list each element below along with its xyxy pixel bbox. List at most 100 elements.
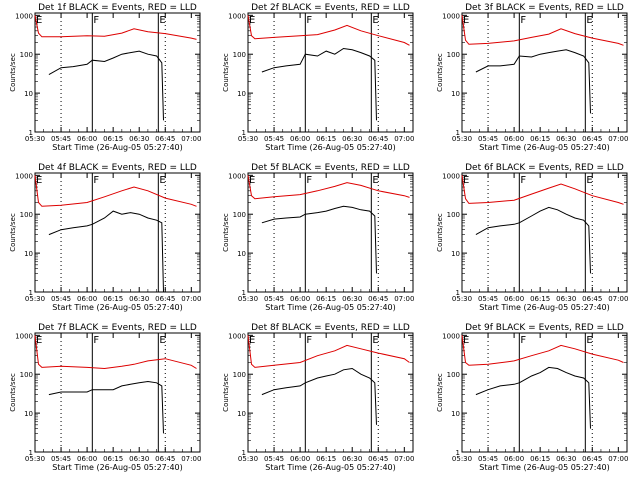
y-tick-label: 1000	[442, 172, 460, 180]
y-tick-label: 1	[456, 449, 460, 457]
y-tick-label: 10	[237, 90, 246, 98]
x-tick-label: 06:30	[556, 295, 576, 303]
marker-label: E	[159, 175, 165, 186]
x-tick-label: 05:30	[238, 295, 258, 303]
x-tick-label: 06:45	[368, 455, 388, 463]
marker-label: F	[93, 335, 99, 346]
lld-series-line	[247, 15, 410, 46]
marker-label: E	[463, 175, 469, 186]
y-tick-label: 1	[456, 289, 460, 297]
x-axis-label: Start Time (26-Aug-05 05:27:40)	[479, 463, 610, 472]
x-axis-label: Start Time (26-Aug-05 05:27:40)	[479, 303, 610, 312]
marker-label: F	[93, 15, 99, 26]
events-series-line	[48, 210, 164, 293]
y-axis-label: Counts/sec	[436, 373, 444, 412]
y-axis-label: Counts/sec	[9, 373, 17, 412]
y-axis-label: Counts/sec	[222, 373, 230, 412]
plot-frame	[34, 12, 201, 133]
plot-frame	[461, 172, 628, 293]
events-series-line	[475, 366, 591, 429]
x-tick-label: 06:45	[368, 135, 388, 143]
x-tick-label: 07:00	[608, 455, 628, 463]
marker-label: E	[463, 15, 469, 26]
x-tick-label: 06:30	[129, 135, 149, 143]
x-tick-label: 05:30	[452, 135, 472, 143]
events-series-line	[261, 205, 377, 274]
y-tick-label: 100	[233, 211, 246, 219]
y-tick-label: 1	[242, 129, 246, 137]
marker-label: E	[36, 15, 42, 26]
y-tick-label: 100	[447, 51, 460, 59]
x-tick-label: 07:00	[394, 295, 414, 303]
y-tick-label: 100	[447, 371, 460, 379]
x-tick-label: 07:00	[181, 295, 201, 303]
x-tick-label: 06:00	[77, 455, 97, 463]
lld-series-line	[247, 335, 410, 368]
y-tick-label: 100	[20, 371, 33, 379]
chart-title: Det 1f BLACK = Events, RED = LLD	[38, 3, 197, 13]
x-tick-label: 06:30	[342, 455, 362, 463]
x-tick-label: 06:15	[530, 295, 550, 303]
marker-label: F	[93, 175, 99, 186]
x-tick-label: 06:45	[368, 295, 388, 303]
y-tick-label: 100	[447, 211, 460, 219]
marker-label: F	[306, 175, 312, 186]
y-tick-label: 10	[237, 250, 246, 258]
x-axis-label: Start Time (26-Aug-05 05:27:40)	[52, 143, 183, 152]
y-tick-label: 100	[20, 51, 33, 59]
lld-series-line	[34, 335, 197, 370]
plot-frame	[247, 172, 414, 293]
x-tick-label: 06:30	[129, 455, 149, 463]
marker-label: E	[159, 335, 165, 346]
x-tick-label: 05:45	[478, 135, 498, 143]
events-series-line	[261, 367, 377, 425]
x-tick-label: 05:30	[452, 455, 472, 463]
marker-label: E	[372, 15, 378, 26]
y-axis-label: Counts/sec	[436, 53, 444, 92]
marker-label: E	[586, 15, 592, 26]
events-series-line	[48, 50, 164, 121]
events-series-line	[261, 47, 377, 121]
events-series-line	[475, 49, 591, 114]
chart-panel-7: Det 7f BLACK = Events, RED = LLD 1 10 100 10…	[9, 323, 201, 472]
x-tick-label: 07:00	[181, 455, 201, 463]
marker-label: E	[586, 335, 592, 346]
x-tick-label: 05:45	[264, 135, 284, 143]
y-tick-label: 1000	[15, 332, 33, 340]
marker-label: E	[463, 335, 469, 346]
lld-series-line	[247, 175, 410, 200]
events-series-line	[475, 206, 591, 274]
y-tick-label: 1000	[228, 172, 246, 180]
x-tick-label: 06:15	[530, 455, 550, 463]
x-tick-label: 05:45	[478, 295, 498, 303]
chart-title: Det 3f BLACK = Events, RED = LLD	[465, 3, 624, 13]
marker-label: E	[372, 335, 378, 346]
chart-title: Det 9f BLACK = Events, RED = LLD	[465, 323, 624, 333]
marker-label: F	[520, 175, 526, 186]
x-tick-label: 07:00	[608, 295, 628, 303]
plot-frame	[34, 332, 201, 453]
x-tick-label: 05:45	[51, 135, 71, 143]
plot-frame	[461, 332, 628, 453]
marker-label: E	[36, 335, 42, 346]
y-tick-label: 1000	[228, 12, 246, 20]
chart-panel-1: Det 1f BLACK = Events, RED = LLD 1 10 100 10…	[9, 3, 201, 152]
x-tick-label: 06:15	[316, 455, 336, 463]
x-tick-label: 06:30	[342, 295, 362, 303]
chart-title: Det 5f BLACK = Events, RED = LLD	[251, 163, 410, 173]
x-tick-label: 06:00	[77, 295, 97, 303]
y-axis-label: Counts/sec	[9, 213, 17, 252]
x-tick-label: 07:00	[608, 135, 628, 143]
chart-title: Det 4f BLACK = Events, RED = LLD	[38, 163, 197, 173]
x-tick-label: 05:30	[238, 455, 258, 463]
chart-panel-5: Det 5f BLACK = Events, RED = LLD 1 10 100 10…	[222, 163, 414, 312]
x-tick-label: 06:00	[504, 295, 524, 303]
x-axis-label: Start Time (26-Aug-05 05:27:40)	[265, 303, 396, 312]
y-tick-label: 10	[24, 410, 33, 418]
lld-series-line	[461, 175, 624, 205]
y-tick-label: 1	[456, 129, 460, 137]
marker-label: E	[159, 15, 165, 26]
x-tick-label: 05:30	[25, 135, 45, 143]
chart-panel-6: Det 6f BLACK = Events, RED = LLD 1 10 100 10…	[436, 163, 628, 312]
